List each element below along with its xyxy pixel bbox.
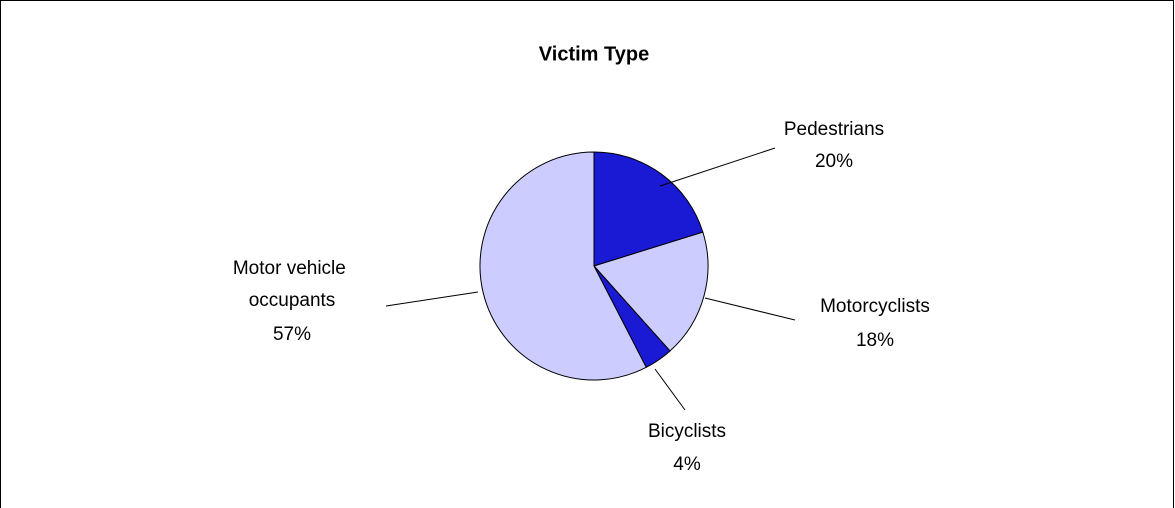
- slice-label: Motorcyclists: [820, 296, 930, 317]
- slice-label: Bicyclists: [648, 421, 726, 442]
- pie-slice: [593, 151, 704, 267]
- leader-line: [704, 297, 796, 321]
- leader-line: [659, 147, 776, 187]
- pie-slice: [479, 151, 647, 381]
- slice-label: Pedestrians: [784, 119, 884, 140]
- pie-slice: [593, 231, 709, 352]
- chart-title: Victim Type: [539, 43, 649, 65]
- slice-value-label: 18%: [856, 330, 894, 351]
- leader-line: [654, 368, 686, 411]
- slice-value-label: 20%: [815, 151, 853, 172]
- slice-value-label: 57%: [273, 324, 311, 345]
- slice-value-label: 4%: [673, 454, 701, 475]
- leader-line: [385, 291, 479, 307]
- slice-label: Motor vehicle occupants: [233, 258, 351, 311]
